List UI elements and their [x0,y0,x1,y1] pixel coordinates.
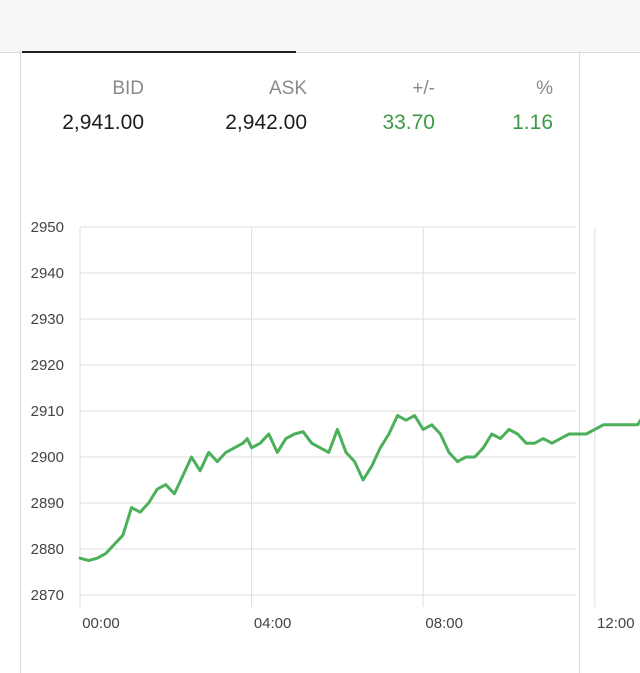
price-series-line [78,414,640,562]
y-tick-label: 2880 [31,541,64,558]
y-tick-label: 2930 [31,311,64,328]
quote-summary: BID 2,941.00 ASK 2,942.00 +/- 33.70 % 1.… [21,53,579,153]
percent-value: 1.16 [512,111,553,134]
x-tick-label: 00:00 [82,615,120,632]
change-column: +/- 33.70 [382,53,435,137]
top-bar [0,0,640,53]
bid-label: BID [112,78,144,99]
y-tick-label: 2890 [31,495,64,512]
y-tick-label: 2920 [31,357,64,374]
change-label: +/- [412,78,435,99]
y-tick-label: 2900 [31,449,64,466]
percent-label: % [536,78,553,99]
x-tick-label: 04:00 [254,615,292,632]
change-value: 33.70 [382,111,435,134]
bid-value: 2,941.00 [62,111,144,134]
price-chart: 2870 2880 2890 2900 2910 2920 2930 2940 2950 00:0… [31,219,640,632]
ask-label: ASK [268,78,307,99]
ask-value: 2,942.00 [225,111,307,134]
quote-panel: BID 2,941.00 ASK 2,942.00 +/- 33.70 % 1.… [20,53,580,673]
y-tick-label: 2870 [31,587,64,604]
ask-column: ASK 2,942.00 [225,53,307,137]
bid-column: BID 2,941.00 [62,53,144,137]
active-tab-indicator [22,51,296,53]
x-tick-label: 12:00 [597,615,635,632]
y-tick-label: 2950 [31,219,64,236]
y-tick-label: 2940 [31,265,64,282]
y-tick-label: 2910 [31,403,64,420]
percent-column: % 1.16 [512,53,553,137]
x-tick-label: 08:00 [425,615,463,632]
